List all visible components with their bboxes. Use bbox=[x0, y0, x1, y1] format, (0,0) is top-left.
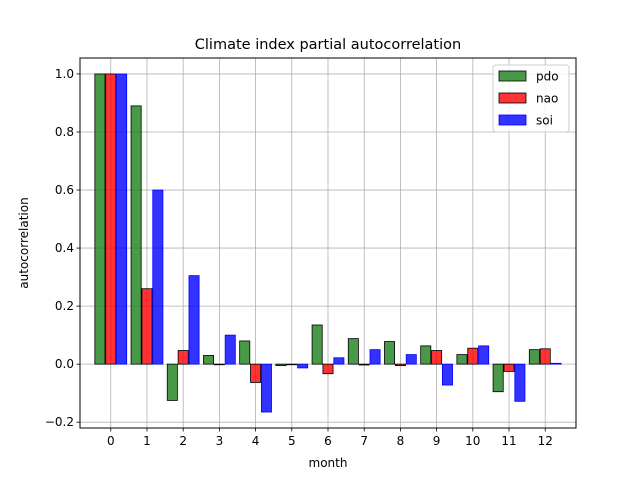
x-tick-label: 2 bbox=[179, 434, 187, 448]
bar-pdo-10 bbox=[456, 354, 468, 365]
bar-nao-0 bbox=[105, 73, 117, 365]
y-tick-label: 0.6 bbox=[55, 183, 74, 197]
bar-soi-5 bbox=[297, 363, 309, 369]
bar-soi-11 bbox=[514, 363, 526, 402]
bar-pdo-4 bbox=[239, 340, 251, 365]
bar-nao-4 bbox=[250, 363, 262, 383]
x-tick-label: 3 bbox=[216, 434, 224, 448]
bar-pdo-12 bbox=[528, 349, 540, 365]
legend-label-soi: soi bbox=[536, 114, 553, 128]
bar-nao-11 bbox=[503, 363, 515, 372]
bar-nao-12 bbox=[539, 348, 551, 365]
legend-label-nao: nao bbox=[536, 92, 558, 106]
y-tick-label: 0.4 bbox=[55, 241, 74, 255]
legend-swatch-pdo bbox=[498, 70, 527, 82]
bar-soi-7 bbox=[369, 349, 381, 365]
bar-nao-7 bbox=[358, 363, 370, 366]
chart-title: Climate index partial autocorrelation bbox=[195, 37, 461, 53]
bar-nao-1 bbox=[141, 288, 153, 365]
bar-pdo-8 bbox=[384, 341, 396, 365]
bar-soi-0 bbox=[116, 73, 128, 365]
bar-pdo-7 bbox=[347, 338, 359, 365]
bar-soi-1 bbox=[152, 189, 164, 365]
x-tick-label: 7 bbox=[360, 434, 368, 448]
bar-nao-3 bbox=[213, 363, 225, 366]
legend: pdo nao soi bbox=[492, 64, 570, 133]
bar-soi-6 bbox=[333, 357, 345, 365]
x-axis-label: month bbox=[309, 456, 348, 470]
bar-nao-8 bbox=[394, 363, 406, 367]
bar-nao-9 bbox=[431, 350, 443, 365]
y-axis-ticks: −0.2 0.0 0.2 0.4 0.6 0.8 1.0 bbox=[45, 67, 80, 429]
legend-label-pdo: pdo bbox=[536, 70, 559, 84]
y-tick-label: 1.0 bbox=[55, 67, 74, 81]
y-axis-label: autocorrelation bbox=[17, 197, 31, 288]
bar-pdo-1 bbox=[130, 105, 142, 365]
x-tick-label: 10 bbox=[465, 434, 480, 448]
bar-soi-3 bbox=[224, 334, 236, 365]
x-tick-label: 11 bbox=[501, 434, 516, 448]
bar-nao-6 bbox=[322, 363, 334, 375]
bar-pdo-0 bbox=[94, 73, 106, 365]
x-tick-label: 9 bbox=[433, 434, 441, 448]
y-tick-label: 0.0 bbox=[55, 357, 74, 371]
y-tick-label: 0.2 bbox=[55, 299, 74, 313]
bars bbox=[94, 73, 562, 413]
x-tick-label: 12 bbox=[538, 434, 553, 448]
bar-pdo-5 bbox=[275, 363, 287, 367]
x-tick-label: 1 bbox=[143, 434, 151, 448]
bar-nao-5 bbox=[286, 363, 298, 366]
bar-soi-9 bbox=[442, 363, 453, 386]
bar-soi-8 bbox=[405, 354, 417, 365]
legend-swatch-soi bbox=[498, 114, 527, 126]
x-tick-label: 8 bbox=[397, 434, 405, 448]
bar-soi-10 bbox=[478, 345, 490, 365]
x-axis-ticks: 0 1 2 3 4 5 6 7 8 9 10 11 12 bbox=[107, 428, 553, 448]
legend-swatch-nao bbox=[498, 92, 527, 104]
bar-pdo-9 bbox=[420, 345, 432, 365]
bar-pdo-6 bbox=[311, 324, 323, 365]
x-tick-label: 6 bbox=[324, 434, 332, 448]
y-tick-label: −0.2 bbox=[45, 415, 74, 429]
y-tick-label: 0.8 bbox=[55, 125, 74, 139]
bar-nao-10 bbox=[467, 347, 479, 365]
bar-pdo-2 bbox=[166, 363, 178, 401]
x-tick-label: 4 bbox=[252, 434, 260, 448]
bar-pdo-3 bbox=[203, 355, 214, 365]
bar-soi-2 bbox=[188, 275, 200, 365]
x-tick-label: 5 bbox=[288, 434, 296, 448]
bar-soi-4 bbox=[260, 363, 272, 413]
bar-pdo-11 bbox=[492, 363, 504, 393]
bar-soi-12 bbox=[550, 362, 562, 365]
bar-nao-2 bbox=[177, 350, 189, 365]
x-tick-label: 0 bbox=[107, 434, 115, 448]
